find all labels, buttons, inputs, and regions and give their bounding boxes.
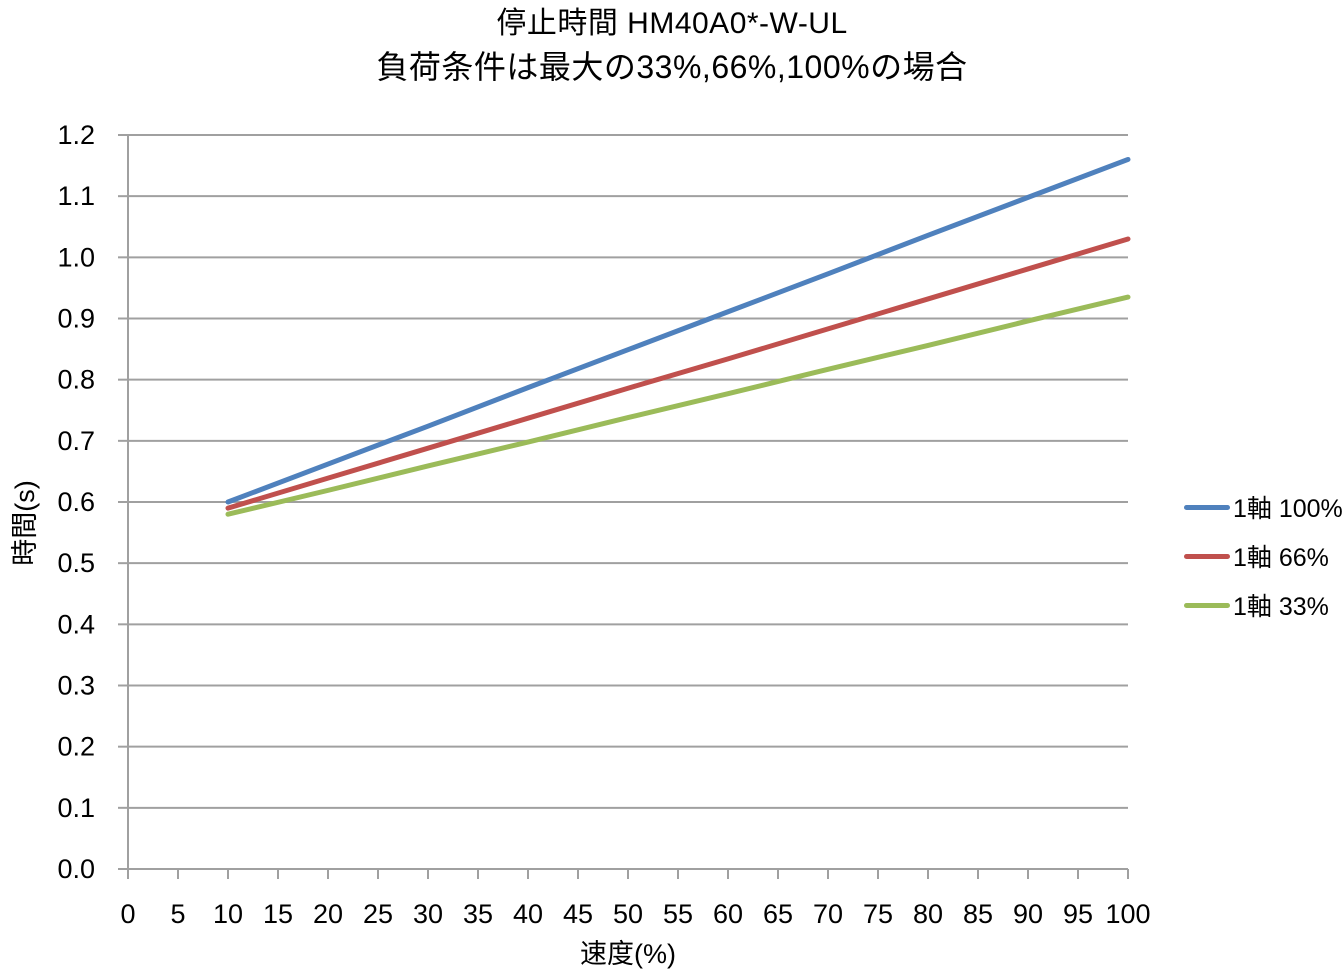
x-tick-label: 60 <box>713 899 743 929</box>
x-tick-label: 40 <box>513 899 543 929</box>
legend-label: 1軸 66% <box>1233 544 1329 572</box>
chart-title-block: 停止時間 HM40A0*-W-UL 負荷条件は最大の33%,66%,100%の場… <box>0 4 1344 90</box>
x-tick-label: 5 <box>170 899 185 929</box>
x-axis-title: 速度(%) <box>580 939 676 969</box>
y-tick-label: 0.9 <box>57 304 95 334</box>
x-tick-label: 85 <box>963 899 993 929</box>
x-tick-label: 80 <box>913 899 943 929</box>
x-tick-label: 30 <box>413 899 443 929</box>
x-tick-label: 100 <box>1105 899 1150 929</box>
y-tick-label: 0.7 <box>57 426 95 456</box>
x-tick-label: 25 <box>363 899 393 929</box>
x-tick-label: 90 <box>1013 899 1043 929</box>
y-axis-title: 時間(s) <box>10 480 40 566</box>
y-tick-label: 1.1 <box>57 181 95 211</box>
x-tick-label: 95 <box>1063 899 1093 929</box>
x-tick-label: 0 <box>120 899 135 929</box>
x-tick-label: 55 <box>663 899 693 929</box>
legend-item: 1軸 66% <box>1184 543 1343 572</box>
series-line-2 <box>225 294 1131 517</box>
legend-item: 1軸 33% <box>1184 592 1343 621</box>
chart-subtitle: 負荷条件は最大の33%,66%,100%の場合 <box>376 49 968 85</box>
legend-label: 1軸 33% <box>1233 593 1329 621</box>
x-tick-label: 70 <box>813 899 843 929</box>
legend-swatch <box>1184 602 1230 608</box>
y-tick-label: 0.1 <box>57 793 95 823</box>
y-tick-label: 0.8 <box>57 365 95 395</box>
x-tick-label: 65 <box>763 899 793 929</box>
y-tick-label: 1.2 <box>57 120 95 150</box>
series-line-1 <box>225 236 1131 511</box>
y-tick-label: 0.4 <box>57 609 95 639</box>
legend: 1軸 100% 1軸 66% 1軸 33% <box>1184 494 1343 621</box>
x-tick-label: 20 <box>313 899 343 929</box>
y-tick-label: 0.2 <box>57 732 95 762</box>
y-tick-label: 0.5 <box>57 548 95 578</box>
y-tick-label: 0.6 <box>57 487 95 517</box>
x-tick-label: 15 <box>263 899 293 929</box>
x-tick-label: 50 <box>613 899 643 929</box>
legend-label: 1軸 100% <box>1233 495 1343 523</box>
y-tick-label: 0.3 <box>57 671 95 701</box>
y-tick-label: 1.0 <box>57 242 95 272</box>
series-line-0 <box>225 156 1131 505</box>
chart-title: 停止時間 HM40A0*-W-UL <box>496 7 848 40</box>
x-tick-label: 35 <box>463 899 493 929</box>
x-tick-label: 75 <box>863 899 893 929</box>
legend-swatch <box>1184 553 1230 559</box>
x-tick-label: 10 <box>213 899 243 929</box>
y-tick-label: 0.0 <box>57 854 95 884</box>
x-tick-label: 45 <box>563 899 593 929</box>
legend-item: 1軸 100% <box>1184 494 1343 523</box>
legend-swatch <box>1184 504 1230 510</box>
